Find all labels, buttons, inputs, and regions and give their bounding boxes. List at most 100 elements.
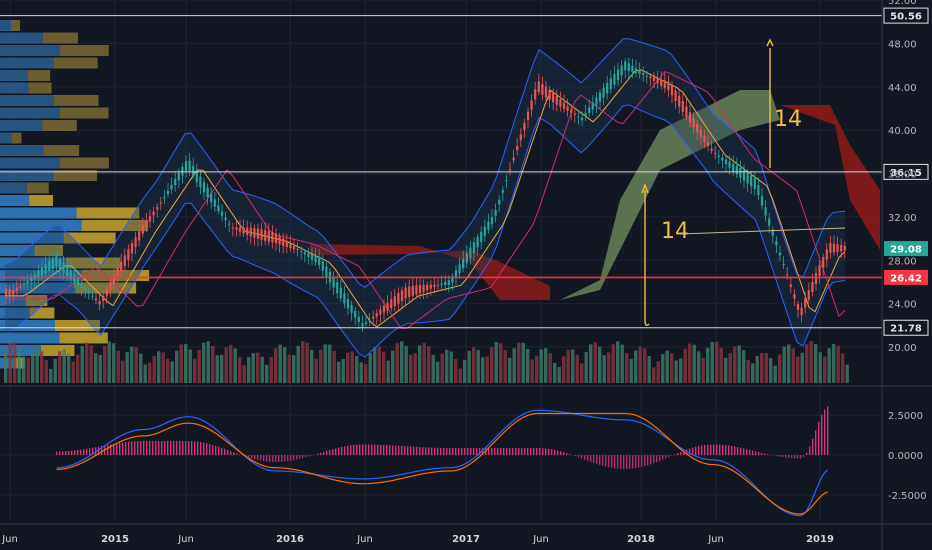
candle-body <box>73 274 76 283</box>
ichimoku-cloud <box>310 90 880 300</box>
volume-profile-bar <box>59 107 109 119</box>
candle-body <box>382 306 386 313</box>
volume-profile-bar <box>0 195 30 206</box>
volume-bar <box>616 341 620 383</box>
volume-bar <box>76 354 80 383</box>
volume-bar <box>674 360 678 383</box>
candle-body <box>300 251 303 253</box>
y-tick-label: 32.00 <box>888 213 917 224</box>
candle-body <box>634 68 638 74</box>
volume-bar <box>107 341 111 383</box>
volume-profile-bar <box>11 132 22 144</box>
candle-body <box>303 252 306 255</box>
volume-profile-bar <box>59 332 108 344</box>
volume-bar <box>62 349 66 383</box>
candle-body <box>444 281 447 285</box>
volume-profile-bar <box>0 220 82 231</box>
volume-bar <box>620 344 624 383</box>
y-tick-label: 36.00 <box>888 170 917 181</box>
candle-body <box>451 276 454 283</box>
volume-bar <box>679 358 683 383</box>
x-tick-label: Jun <box>177 534 194 545</box>
candle-body <box>102 296 105 302</box>
y-tick-label: 24.00 <box>888 300 917 311</box>
candle-body <box>224 217 227 221</box>
candle-body <box>238 227 242 232</box>
volume-bar <box>508 357 512 383</box>
candle-body <box>354 310 357 318</box>
candle-body <box>145 220 148 228</box>
volume-profile-bar <box>0 120 43 131</box>
volume-bar <box>562 356 566 383</box>
volume-bar <box>521 342 525 383</box>
x-tick-label: Jun <box>707 534 724 545</box>
volume-bar <box>845 364 849 383</box>
candle-body <box>580 117 584 121</box>
volume-bar <box>202 342 206 383</box>
candle-body <box>192 165 195 177</box>
volume-bar <box>809 341 813 383</box>
volume-profile-bar <box>0 157 60 169</box>
volume-bar <box>818 352 822 383</box>
candle-body <box>282 238 285 246</box>
candle-body <box>642 73 645 75</box>
volume-bar <box>607 352 611 383</box>
candle-body <box>58 258 62 270</box>
candle-body <box>516 146 519 151</box>
volume-bar <box>58 351 62 383</box>
volume-bar <box>251 353 255 383</box>
candle-body <box>541 84 544 95</box>
volume-bar <box>494 341 498 383</box>
volume-bar <box>274 348 278 383</box>
upper-band <box>4 38 846 288</box>
volume-profile-bar <box>42 32 78 44</box>
volume-bar <box>791 348 795 383</box>
volume-profile-bar <box>74 282 137 294</box>
candle-body <box>523 122 526 131</box>
volume-bar <box>526 349 530 383</box>
annotations: 14 14 <box>641 38 846 327</box>
volume-profile-bar <box>0 132 12 144</box>
candle-body <box>130 243 134 254</box>
candle-body <box>105 288 108 296</box>
candle-body <box>548 89 551 101</box>
candle-body <box>696 123 699 133</box>
candle-body <box>570 109 573 113</box>
candle-body <box>15 288 18 292</box>
candle-body <box>631 65 634 73</box>
candle-body <box>8 289 11 296</box>
candle-body <box>584 112 587 117</box>
volume-bar <box>638 346 642 383</box>
volume-profile-bar <box>34 245 64 256</box>
volume-bar <box>188 349 192 383</box>
y-tick-label: 28.00 <box>888 256 917 267</box>
volume-profile-bar <box>26 295 48 306</box>
volume-bar <box>656 361 660 383</box>
volume-bar <box>697 351 701 383</box>
candle-body <box>393 296 396 307</box>
volume-profile-bar <box>0 145 44 156</box>
candle-body <box>670 85 674 96</box>
candle-body <box>462 258 465 269</box>
volume-bar <box>220 354 224 383</box>
candle-body <box>336 282 339 294</box>
volume-bar <box>359 362 363 383</box>
volume-profile-bar <box>66 257 121 269</box>
volume-profile-bar <box>40 345 75 356</box>
volume-bar <box>476 349 480 383</box>
annotation-arrow <box>644 190 650 327</box>
y-tick-label: 20.00 <box>888 343 917 354</box>
volume-bar <box>467 350 471 383</box>
candle-body <box>19 286 22 288</box>
volume-profile-bar <box>0 57 54 69</box>
candle-body <box>811 281 814 292</box>
volume-profile-bar <box>82 270 150 281</box>
candle-body <box>544 86 548 98</box>
volume-bar <box>278 344 282 383</box>
candle-body <box>12 290 15 295</box>
candle-body <box>487 221 490 231</box>
candle-body <box>274 233 278 244</box>
price-label: 50.56 <box>890 12 922 23</box>
